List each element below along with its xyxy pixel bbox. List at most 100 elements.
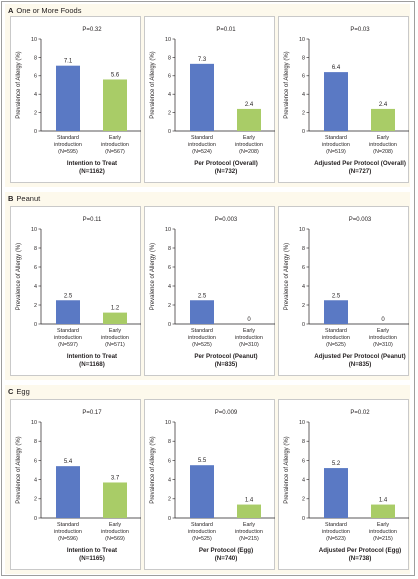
category-label: introduction	[101, 335, 129, 341]
y-tick-label: 6	[168, 265, 171, 271]
category-label: Early	[243, 328, 256, 334]
chart-c-pp: Prevalence of Allergy (%) 0 2 4 6 8 10 P=0.009 5…	[144, 399, 275, 570]
y-tick-label: 0	[168, 516, 171, 522]
category-label: Early	[109, 522, 122, 528]
y-axis-label: Prevalence of Allergy (%)	[150, 243, 156, 310]
bar-value-label: 6.4	[332, 65, 341, 71]
y-tick-label: 2	[302, 303, 305, 309]
category-label: Standard	[325, 328, 347, 334]
bar-early	[103, 312, 127, 324]
y-tick-label: 10	[299, 420, 305, 426]
y-tick-label: 4	[34, 284, 37, 290]
category-n-label: (N=215)	[373, 536, 393, 542]
category-label: Early	[243, 522, 256, 528]
chart-title: Per Protocol (Overall)	[194, 160, 258, 167]
chart-title: Intention to Treat	[67, 547, 117, 554]
panel-c-letter: C	[8, 387, 14, 396]
y-tick-label: 2	[302, 497, 305, 503]
chart-n-total: (N=1162)	[79, 168, 105, 175]
bar-early	[371, 108, 395, 131]
y-tick-label: 10	[299, 37, 305, 43]
bar-value-label: 2.4	[245, 102, 254, 108]
bar-value-label: 7.1	[64, 59, 73, 65]
bar-value-label: 1.2	[111, 306, 120, 312]
chart-a-app: Prevalence of Allergy (%) 0 2 4 6 8 10 P=0.03 6.…	[278, 16, 409, 183]
category-n-label: (N=595)	[58, 149, 78, 155]
category-label: Standard	[191, 522, 213, 528]
chart-title: Per Protocol (Egg)	[199, 547, 253, 554]
category-label: introduction	[235, 335, 263, 341]
category-n-label: (N=524)	[192, 149, 212, 155]
bar-value-label: 7.3	[198, 57, 207, 63]
category-n-label: (N=569)	[105, 536, 125, 542]
chart-title: Adjusted Per Protocol (Egg)	[319, 547, 402, 554]
bar-standard	[324, 468, 348, 518]
bar-standard	[324, 300, 348, 324]
y-axis-label: Prevalence of Allergy (%)	[284, 436, 290, 503]
category-label: Early	[377, 328, 390, 334]
category-label: introduction	[54, 142, 82, 148]
y-tick-label: 10	[31, 37, 37, 43]
y-tick-label: 8	[168, 55, 171, 61]
y-tick-label: 4	[168, 284, 171, 290]
y-tick-label: 6	[302, 265, 305, 271]
y-tick-label: 0	[302, 322, 305, 328]
y-axis-label: Prevalence of Allergy (%)	[150, 51, 156, 118]
chart-n-total: (N=835)	[349, 361, 372, 368]
category-label: Standard	[57, 522, 79, 528]
bar-value-label: 5.4	[64, 459, 73, 465]
y-tick-label: 4	[168, 92, 171, 98]
category-n-label: (N=571)	[105, 342, 125, 348]
bar-value-label: 0	[247, 317, 251, 323]
chart-title: Per Protocol (Peanut)	[194, 353, 257, 360]
chart-n-total: (N=738)	[349, 555, 372, 562]
panel-c-title: Egg	[16, 387, 30, 396]
category-label: introduction	[322, 142, 350, 148]
chart-a-pp: Prevalence of Allergy (%) 0 2 4 6 8 10 P=0.01 7.…	[144, 16, 275, 183]
category-n-label: (N=525)	[192, 342, 212, 348]
category-n-label: (N=208)	[239, 149, 259, 155]
category-label: Standard	[325, 522, 347, 528]
y-tick-label: 2	[168, 111, 171, 117]
chart-n-total: (N=727)	[349, 168, 372, 175]
category-label: introduction	[101, 529, 129, 535]
y-tick-label: 8	[34, 439, 37, 445]
chart-n-total: (N=1165)	[79, 555, 105, 562]
category-label: introduction	[322, 529, 350, 535]
p-value: P=0.03	[350, 27, 370, 33]
y-tick-label: 8	[302, 55, 305, 61]
y-tick-label: 0	[34, 322, 37, 328]
y-tick-label: 6	[168, 458, 171, 464]
y-tick-label: 4	[34, 478, 37, 484]
y-tick-label: 2	[168, 497, 171, 503]
panel-b-letter: B	[8, 194, 14, 203]
category-label: Early	[109, 135, 122, 141]
chart-n-total: (N=1168)	[79, 361, 105, 368]
bar-value-label: 0	[381, 317, 385, 323]
bar-value-label: 2.5	[332, 293, 341, 299]
bar-standard	[190, 63, 214, 132]
y-tick-label: 10	[31, 227, 37, 233]
y-tick-label: 4	[302, 478, 305, 484]
bar-standard	[56, 466, 80, 518]
category-n-label: (N=525)	[192, 536, 212, 542]
y-tick-label: 10	[299, 227, 305, 233]
y-tick-label: 6	[34, 74, 37, 80]
y-tick-label: 0	[34, 129, 37, 135]
category-label: introduction	[188, 529, 216, 535]
y-tick-label: 0	[168, 322, 171, 328]
bar-standard	[56, 65, 80, 131]
category-label: introduction	[188, 335, 216, 341]
category-label: introduction	[101, 142, 129, 148]
category-n-label: (N=596)	[58, 536, 78, 542]
y-tick-label: 2	[302, 111, 305, 117]
y-tick-label: 0	[34, 516, 37, 522]
y-axis-label: Prevalence of Allergy (%)	[16, 436, 22, 503]
y-axis-label: Prevalence of Allergy (%)	[284, 51, 290, 118]
y-tick-label: 6	[34, 265, 37, 271]
y-tick-label: 6	[34, 458, 37, 464]
p-value: P=0.11	[83, 217, 102, 223]
category-n-label: (N=525)	[326, 342, 346, 348]
